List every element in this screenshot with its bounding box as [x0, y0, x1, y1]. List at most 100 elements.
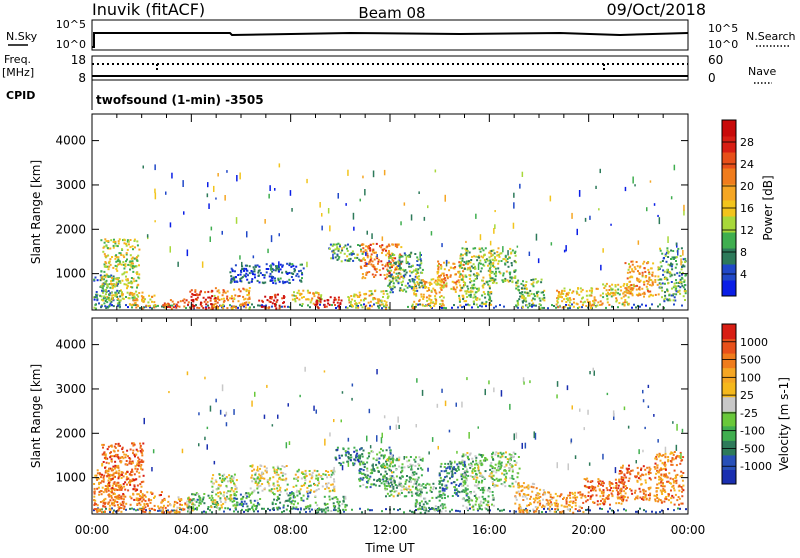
- data-cell: [650, 294, 652, 296]
- data-cell: [280, 268, 282, 270]
- data-cell: [211, 478, 213, 480]
- data-cell: [129, 482, 131, 484]
- data-cell: [451, 476, 453, 478]
- data-cell: [523, 284, 525, 286]
- data-cell: [637, 270, 639, 272]
- data-cell: [666, 247, 668, 249]
- data-cell: [105, 266, 107, 268]
- data-cell: [346, 255, 348, 257]
- data-cell: [555, 307, 557, 309]
- data-cell: [481, 247, 483, 249]
- data-cell: [94, 493, 96, 495]
- data-cell: [430, 306, 432, 308]
- data-cell: [331, 304, 333, 306]
- data-cell: [681, 266, 683, 268]
- data-cell: [205, 511, 207, 513]
- data-cell: [260, 272, 262, 274]
- data-cell: [236, 491, 238, 493]
- data-cell: [259, 281, 261, 283]
- data-cell: [325, 470, 327, 472]
- data-cell: [680, 255, 682, 257]
- data-cell: [218, 292, 220, 294]
- data-cell: [492, 277, 494, 279]
- data-cell: [229, 304, 231, 306]
- data-cell: [383, 480, 385, 482]
- data-cell: [141, 481, 143, 483]
- data-cell: [350, 258, 352, 260]
- data-cell: [481, 475, 483, 477]
- data-cell: [108, 262, 110, 264]
- data-cell: [468, 496, 470, 498]
- data-cell: [266, 467, 268, 469]
- data-cell: [253, 266, 255, 268]
- data-cell: [187, 504, 189, 506]
- data-cell: [627, 272, 629, 274]
- data-cell: [658, 267, 660, 269]
- data-cell: [267, 508, 269, 510]
- data-cell: [108, 266, 110, 268]
- data-cell: [647, 283, 649, 285]
- data-cell: [488, 495, 490, 497]
- data-cell: [132, 248, 134, 250]
- data-cell: [363, 450, 365, 452]
- data-cell: [591, 287, 593, 289]
- data-cell: [138, 472, 140, 474]
- data-cell: [487, 281, 489, 283]
- data-cell: [251, 303, 253, 305]
- data-cell: [303, 495, 305, 497]
- data-cell: [419, 252, 421, 258]
- data-cell: [199, 294, 201, 296]
- data-cell: [353, 295, 355, 297]
- data-cell: [409, 464, 411, 466]
- data-cell: [649, 284, 651, 286]
- data-cell: [163, 505, 165, 507]
- data-cell: [289, 501, 291, 503]
- data-cell: [107, 276, 109, 278]
- data-cell: [161, 491, 163, 493]
- data-cell: [141, 295, 143, 297]
- data-cell: [378, 302, 380, 304]
- data-cell: [466, 495, 468, 497]
- data-cell: [519, 296, 521, 298]
- data-cell: [667, 252, 669, 254]
- data-cell: [302, 303, 304, 305]
- data-cell: [660, 261, 662, 263]
- data-cell: [455, 283, 457, 285]
- data-cell: [487, 293, 489, 295]
- data-cell: [468, 274, 470, 276]
- data-cell: [647, 290, 649, 292]
- data-cell: [212, 474, 214, 476]
- data-cell: [110, 239, 112, 241]
- data-cell: [658, 279, 660, 281]
- data-cell: [378, 471, 380, 473]
- data-cell: [214, 502, 216, 504]
- data-cell: [135, 291, 137, 293]
- data-cell: [577, 229, 579, 235]
- data-cell: [249, 298, 251, 300]
- data-cell: [176, 305, 178, 307]
- data-cell: [399, 482, 401, 484]
- data-cell: [518, 289, 520, 291]
- data-cell: [661, 290, 663, 292]
- data-cell: [140, 450, 142, 452]
- data-cell: [121, 489, 123, 491]
- data-cell: [126, 287, 128, 289]
- data-cell: [277, 509, 279, 511]
- data-cell: [386, 473, 388, 475]
- data-cell: [359, 245, 361, 247]
- data-cell: [279, 494, 281, 496]
- data-cell: [543, 508, 545, 510]
- data-cell: [670, 263, 672, 265]
- data-cell: [103, 499, 105, 501]
- data-cell: [445, 510, 447, 512]
- data-cell: [445, 279, 447, 281]
- data-cell: [207, 301, 209, 303]
- data-cell: [492, 249, 494, 251]
- data-cell: [187, 250, 189, 257]
- data-cell: [303, 508, 305, 510]
- data-cell: [371, 472, 373, 474]
- data-cell: [454, 492, 456, 494]
- data-cell: [390, 291, 392, 293]
- data-cell: [295, 300, 297, 302]
- data-cell: [394, 257, 396, 259]
